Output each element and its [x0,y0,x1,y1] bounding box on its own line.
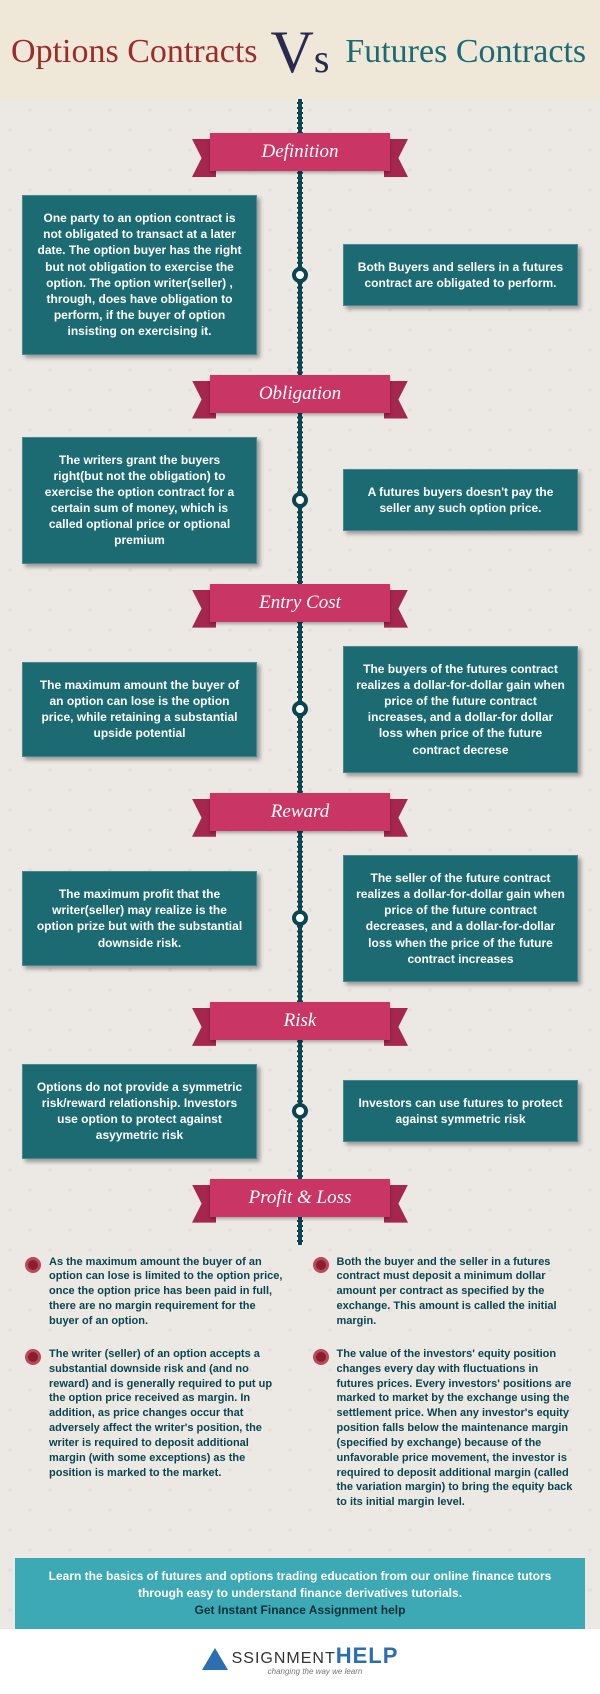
ribbon-label: Risk [210,1002,390,1040]
card-right: The seller of the future contract realiz… [343,855,578,982]
pair-definition: One party to an option contract is not o… [0,189,600,361]
pair-obligation: The writers grant the buyers right(but n… [0,431,600,570]
logo-text-wrap: SSIGNMENTHelp changing the way we learn [232,1643,399,1676]
timeline-dot [292,701,308,717]
pair-reward: The maximum profit that the writer(selle… [0,849,600,988]
footer-text: Learn the basics of futures and options … [49,1569,552,1600]
pl-text: The writer (seller) of an option accepts… [49,1347,288,1510]
card-left: Options do not provide a symmetric risk/… [22,1064,257,1159]
pl-text: Both the buyer and the seller in a futur… [337,1255,576,1329]
pl-item-right-2: The value of the investors' equity posit… [313,1347,576,1510]
card-left: One party to an option contract is not o… [22,195,257,355]
ribbon-label: Reward [210,793,390,831]
card-right: A futures buyers doesn't pay the seller … [343,469,578,531]
bullet-icon [25,1349,41,1365]
ribbon-obligation: Obligation [210,375,390,413]
ribbon-profit-loss: Profit & Loss [210,1179,390,1217]
logo-area: SSIGNMENTHelp changing the way we learn [0,1629,600,1694]
card-left: The maximum amount the buyer of an optio… [22,662,257,757]
pl-text: The value of the investors' equity posit… [337,1347,576,1510]
header: Options Contracts Vs Futures Contracts [0,0,600,99]
card-right: Investors can use futures to protect aga… [343,1080,578,1142]
vs-label: Vs [267,25,334,79]
ribbon-label: Entry Cost [210,584,390,622]
logo-mark-icon [202,1648,228,1670]
ribbon-label: Profit & Loss [210,1179,390,1217]
ribbon-entry-cost: Entry Cost [210,584,390,622]
pl-text: As the maximum amount the buyer of an op… [49,1255,288,1329]
pair-risk: Options do not provide a symmetric risk/… [0,1058,600,1165]
card-left: The maximum profit that the writer(selle… [22,871,257,966]
logo-brand: SSIGNMENT [232,1650,336,1667]
logo-text: SSIGNMENTHelp [232,1643,399,1669]
card-right: Both Buyers and sellers in a futures con… [343,244,578,306]
ribbon-reward: Reward [210,793,390,831]
pl-item-right-1: Both the buyer and the seller in a futur… [313,1255,576,1329]
title-left: Options Contracts [10,34,259,70]
timeline-dot [292,910,308,926]
header-row: Options Contracts Vs Futures Contracts [10,25,590,79]
ribbon-risk: Risk [210,1002,390,1040]
pl-item-left-2: The writer (seller) of an option accepts… [25,1347,288,1510]
bullet-icon [313,1349,329,1365]
profit-loss-section: As the maximum amount the buyer of an op… [0,1245,600,1549]
card-left: The writers grant the buyers right(but n… [22,437,257,564]
ribbon-label: Obligation [210,375,390,413]
timeline-dot [292,1103,308,1119]
pl-item-left-1: As the maximum amount the buyer of an op… [25,1255,288,1329]
title-right: Futures Contracts [341,34,590,70]
logo-suffix: Help [336,1643,399,1668]
pair-entry-cost: The maximum amount the buyer of an optio… [0,640,600,779]
logo[interactable]: SSIGNMENTHelp changing the way we learn [202,1643,399,1676]
footer-link[interactable]: Get Instant Finance Assignment help [195,1603,406,1617]
timeline-dot [292,267,308,283]
pl-row-2: The writer (seller) of an option accepts… [25,1347,575,1510]
bullet-icon [25,1257,41,1273]
bullet-icon [313,1257,329,1273]
ribbon-definition: Definition [210,133,390,171]
footer-banner: Learn the basics of futures and options … [15,1558,585,1628]
card-right: The buyers of the futures contract reali… [343,646,578,773]
pl-row-1: As the maximum amount the buyer of an op… [25,1255,575,1329]
timeline: Definition One party to an option contra… [0,99,600,1245]
ribbon-label: Definition [210,133,390,171]
timeline-dot [292,492,308,508]
